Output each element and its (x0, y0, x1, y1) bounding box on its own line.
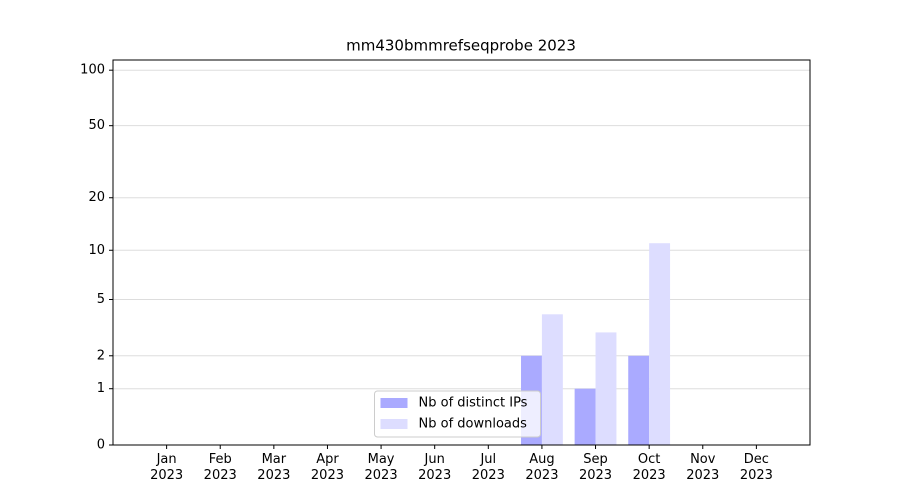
legend-swatch (380, 398, 408, 408)
bar (541, 314, 563, 445)
x-tick-label: Mar 2023 (257, 452, 291, 483)
bar (649, 243, 671, 445)
legend-label: Nb of distinct IPs (419, 396, 528, 411)
y-tick-label: 20 (88, 190, 105, 205)
legend-box (374, 390, 541, 438)
y-tick-label: 2 (97, 348, 105, 363)
y-tick-label: 0 (97, 438, 105, 453)
bar (628, 355, 650, 445)
x-tick-label: Aug 2023 (525, 452, 559, 483)
x-tick-label: Oct 2023 (632, 452, 666, 483)
y-tick-label: 100 (80, 63, 105, 78)
chart-title: mm430bmmrefseqprobe 2023 (346, 37, 576, 55)
legend: Nb of distinct IPs Nb of downloads (374, 390, 541, 438)
y-tick-label: 5 (97, 292, 105, 307)
x-tick-label: May 2023 (364, 452, 398, 483)
x-tick-label: Sep 2023 (578, 452, 613, 483)
grid (113, 69, 810, 446)
x-tick-label: Jan 2023 (150, 452, 184, 483)
plot-frame (112, 59, 811, 446)
y-tick-label: 50 (88, 118, 105, 133)
x-tick-label: Jul 2023 (471, 452, 505, 483)
bar (595, 332, 617, 445)
x-tick-label: Apr 2023 (310, 452, 344, 483)
legend-label: Nb of downloads (419, 417, 528, 432)
x-tick-label: Jun 2023 (418, 452, 452, 483)
legend-swatch (380, 419, 408, 429)
bar (574, 388, 596, 445)
x-tick-label: Dec 2023 (739, 452, 773, 483)
x-tick-label: Nov 2023 (686, 452, 720, 483)
x-tick-label: Feb 2023 (203, 452, 237, 483)
y-tick-label: 10 (88, 243, 105, 258)
y-tick-label: 1 (97, 381, 105, 396)
